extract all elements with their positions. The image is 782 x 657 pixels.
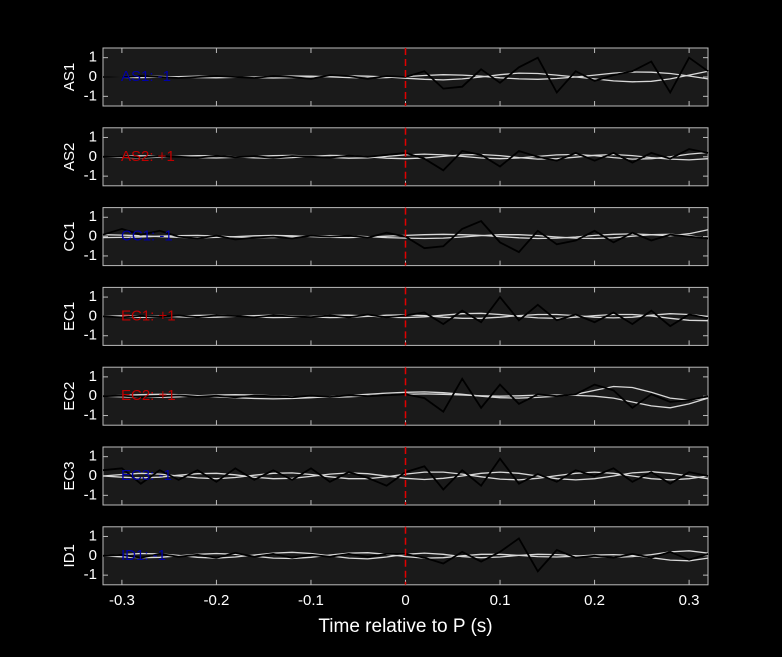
trace-annotation: AS1: -1	[121, 68, 171, 85]
x-tick-label: 0	[401, 592, 409, 609]
y-tick-label: 0	[89, 387, 97, 404]
y-tick-label: -1	[84, 327, 97, 344]
y-tick-label: 1	[89, 49, 97, 66]
y-tick-label: 1	[89, 208, 97, 225]
y-tick-label: 1	[89, 128, 97, 145]
y-axis-label: EC1	[61, 302, 78, 331]
y-tick-label: 1	[89, 368, 97, 385]
y-tick-label: -1	[84, 167, 97, 184]
y-tick-label: 0	[89, 307, 97, 324]
y-tick-label: -1	[84, 486, 97, 503]
y-axis-label: EC2	[61, 382, 78, 411]
trace	[102, 552, 709, 562]
trace-annotation: EC2: +1	[121, 387, 176, 404]
y-axis-label: CC1	[61, 222, 78, 252]
y-axis-label: EC3	[61, 461, 78, 490]
y-tick-label: 0	[89, 228, 97, 245]
y-tick-label: 1	[89, 448, 97, 465]
y-tick-label: 1	[89, 527, 97, 544]
y-tick-label: -1	[84, 566, 97, 583]
y-tick-label: 0	[89, 547, 97, 564]
y-tick-label: -1	[84, 87, 97, 104]
trace-annotation: CC1: -1	[121, 228, 173, 245]
x-tick-label: -0.2	[204, 592, 230, 609]
y-axis-label: AS2	[61, 143, 78, 171]
x-tick-label: 0.2	[584, 592, 605, 609]
y-axis-label: AS1	[61, 63, 78, 91]
trace-annotation: ID1: -1	[121, 547, 166, 564]
y-tick-label: 1	[89, 288, 97, 305]
trace-annotation: AS2: +1	[121, 148, 175, 165]
x-tick-label: 0.3	[679, 592, 700, 609]
x-tick-label: -0.1	[298, 592, 324, 609]
x-axis-label: Time relative to P (s)	[318, 616, 492, 637]
trace-annotation: EC3: -1	[121, 467, 172, 484]
y-tick-label: 0	[89, 68, 97, 85]
trace-annotation: EC1: +1	[121, 307, 176, 324]
y-tick-label: -1	[84, 247, 97, 264]
x-tick-label: -0.3	[109, 592, 135, 609]
x-tick-label: 0.1	[490, 592, 511, 609]
y-tick-label: 0	[89, 148, 97, 165]
y-axis-label: ID1	[61, 544, 78, 567]
y-tick-label: -1	[84, 407, 97, 424]
y-tick-label: 0	[89, 467, 97, 484]
